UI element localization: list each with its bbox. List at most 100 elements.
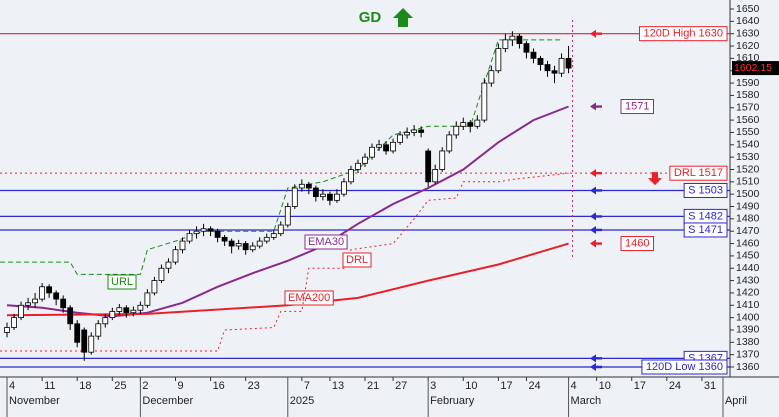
y-tick-label: 1430 (736, 274, 760, 286)
level-arrow (590, 102, 602, 111)
candle-body (453, 125, 460, 136)
x-tick-label: 24 (528, 380, 540, 392)
y-tick-label: 1400 (736, 311, 760, 323)
candle-body (123, 307, 130, 314)
candle-body (523, 43, 530, 53)
y-tick-label: 1470 (736, 225, 760, 237)
level-arrow (590, 225, 602, 234)
candle-body (362, 156, 368, 164)
line-label: EMA30 (304, 234, 348, 250)
line-label-box (107, 274, 137, 290)
y-tick-label: 1420 (736, 287, 760, 299)
x-tick-label: 2 (142, 380, 148, 392)
indicator-line (0, 39, 562, 275)
level-label-text: 120D Low 1360 (646, 361, 723, 373)
level-label: 120D High 1630 (638, 26, 728, 42)
x-tick-label: 11 (44, 380, 55, 392)
candle-body (67, 307, 74, 325)
x-tick-label: 27 (395, 380, 407, 392)
candle-body (390, 141, 396, 152)
x-tick-label: 24 (669, 380, 681, 392)
y-tick-label: 1360 (736, 361, 760, 373)
candle-body (418, 129, 425, 133)
line-label: EMA200 (284, 290, 334, 306)
level-label-box (638, 26, 728, 42)
candle-body (95, 323, 102, 337)
candle-body (60, 298, 67, 309)
x-tick-label: 4 (571, 380, 577, 392)
y-tick-label: 1520 (736, 163, 760, 175)
candle-body (488, 70, 495, 84)
x-tick-label: 31 (704, 380, 716, 392)
x-tick-label: 25 (114, 380, 126, 392)
candle-body (467, 122, 474, 127)
level-label-box (620, 236, 654, 252)
month-label: November (9, 395, 60, 407)
level-label: S 1471 (683, 222, 728, 238)
y-tick-label: 1550 (736, 126, 760, 138)
x-tick-label: 10 (599, 380, 611, 392)
level-label-text: 120D High 1630 (643, 28, 723, 40)
y-tick-label: 1620 (736, 40, 760, 52)
x-tick-label: 7 (304, 380, 310, 392)
candle-body (207, 228, 214, 232)
level-label: 1571 (620, 99, 654, 115)
candle-body (39, 286, 46, 300)
candle-body (460, 122, 467, 127)
y-tick-label: 1440 (736, 262, 760, 274)
candle-body (544, 64, 551, 72)
y-tick-label: 1410 (736, 299, 760, 311)
level-label-box (669, 165, 728, 181)
candle-body (551, 70, 558, 74)
candle-body (537, 57, 544, 65)
price-tag-box (732, 61, 779, 76)
y-tick-label: 1500 (736, 188, 760, 200)
candle-body (327, 193, 333, 201)
level-label-box (620, 99, 654, 115)
candle-body (235, 243, 242, 247)
indicator-line (0, 172, 569, 352)
candle-body (186, 233, 193, 242)
candle-body (11, 317, 17, 328)
level-down-arrow (648, 172, 662, 186)
candle-body (137, 304, 144, 311)
candle-body (481, 82, 488, 121)
y-tick-label: 1370 (736, 348, 760, 360)
line-label-text: EMA30 (308, 236, 344, 248)
level-label-box (683, 182, 728, 198)
month-label: April (725, 395, 747, 407)
candle-body (151, 280, 158, 294)
candle-body (369, 146, 375, 158)
candle-body (32, 298, 38, 304)
line-label-box (284, 290, 334, 306)
y-tick-label: 1450 (736, 250, 760, 262)
candle-body (277, 224, 284, 235)
y-tick-label: 1380 (736, 336, 760, 348)
candle-body (383, 144, 389, 152)
y-tick-label: 1640 (736, 15, 760, 27)
candle-body (200, 228, 207, 232)
candle-body (305, 183, 312, 189)
y-tick-label: 1570 (736, 102, 760, 114)
indicator-line (6, 242, 569, 317)
candle-body (509, 35, 516, 41)
line-label: URL (107, 274, 137, 290)
candle-body (411, 129, 418, 133)
x-tick-label: 13 (332, 380, 344, 392)
candle-body (116, 307, 123, 312)
x-tick-label: 16 (213, 380, 225, 392)
x-tick-label: 21 (367, 380, 379, 392)
month-label: December (142, 395, 193, 407)
candle-body (249, 245, 256, 251)
candle-body (193, 230, 200, 235)
candle-body (502, 39, 509, 49)
level-arrow (590, 212, 602, 221)
candle-body (102, 317, 109, 325)
x-tick-label: 10 (465, 380, 477, 392)
candle-body (341, 181, 347, 195)
candle-body (474, 119, 481, 127)
candle-body (158, 267, 165, 281)
candle-body (565, 57, 572, 69)
candle-body (256, 240, 263, 247)
